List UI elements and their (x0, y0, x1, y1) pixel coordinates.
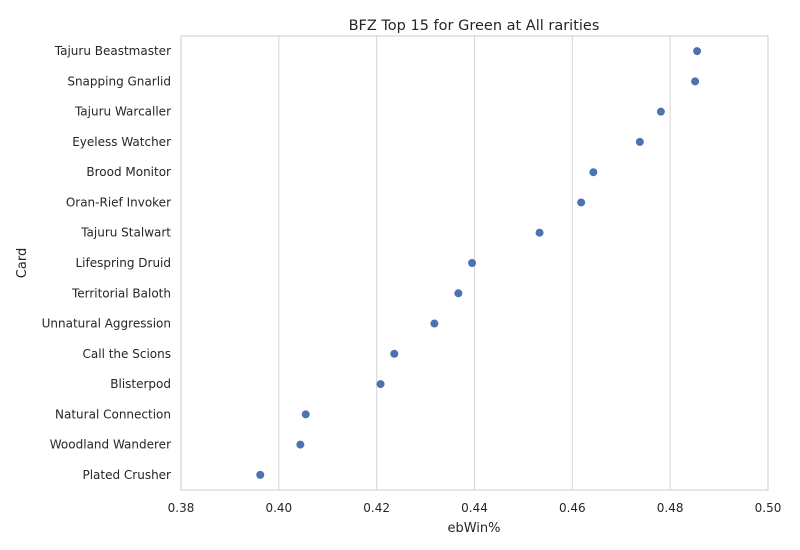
plot-area-frame (180, 35, 769, 491)
y-tick-label: Woodland Wanderer (50, 438, 171, 452)
y-tick-labels: Tajuru Beastmaster Snapping Gnarlid Tajuru… (42, 44, 172, 482)
x-tick-label: 0.44 (461, 501, 488, 515)
y-tick-label: Call the Scions (83, 347, 171, 361)
y-tick-label: Tajuru Beastmaster (54, 44, 171, 58)
data-point (296, 440, 305, 449)
y-tick-label: Brood Monitor (86, 165, 171, 179)
y-tick-label: Tajuru Stalwart (80, 226, 171, 240)
y-tick-label: Unnatural Aggression (42, 317, 171, 331)
x-tick-label: 0.42 (363, 501, 390, 515)
data-point (301, 410, 310, 419)
y-tick-label: Plated Crusher (82, 468, 171, 482)
data-point (693, 47, 702, 56)
x-tick-label: 0.38 (168, 501, 195, 515)
x-tick-label: 0.50 (755, 501, 782, 515)
data-point (635, 137, 644, 146)
data-point (468, 259, 477, 267)
data-point (376, 380, 385, 389)
data-point (430, 319, 439, 328)
x-axis-label: ebWin% (447, 521, 500, 536)
y-tick-label: Oran-Rief Invoker (66, 195, 171, 209)
data-points (256, 47, 702, 479)
data-point (390, 349, 399, 358)
data-point (577, 198, 586, 207)
y-tick-label: Eyeless Watcher (72, 135, 171, 149)
x-tick-label: 0.40 (265, 501, 292, 515)
data-point (656, 107, 665, 116)
x-tick-labels: 0.38 0.40 0.42 0.44 0.46 0.48 0.50 (168, 501, 782, 515)
x-tick-label: 0.48 (657, 501, 684, 515)
y-tick-label: Lifespring Druid (75, 256, 171, 270)
chart-title: BFZ Top 15 for Green at All rarities (349, 18, 600, 34)
data-point (589, 168, 598, 177)
y-tick-label: Snapping Gnarlid (67, 74, 171, 88)
y-tick-label: Tajuru Warcaller (74, 105, 171, 119)
data-point (454, 289, 463, 298)
y-tick-label: Territorial Baloth (71, 286, 171, 300)
data-point (691, 77, 700, 86)
data-point (256, 470, 265, 479)
x-tick-label: 0.46 (559, 501, 586, 515)
data-point (535, 228, 544, 237)
y-axis-label: Card (15, 248, 30, 278)
y-tick-label: Blisterpod (110, 377, 171, 391)
y-tick-label: Natural Connection (55, 407, 171, 421)
